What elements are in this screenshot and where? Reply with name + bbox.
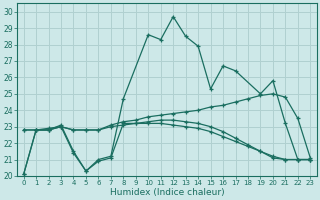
X-axis label: Humidex (Indice chaleur): Humidex (Indice chaleur) — [110, 188, 224, 197]
